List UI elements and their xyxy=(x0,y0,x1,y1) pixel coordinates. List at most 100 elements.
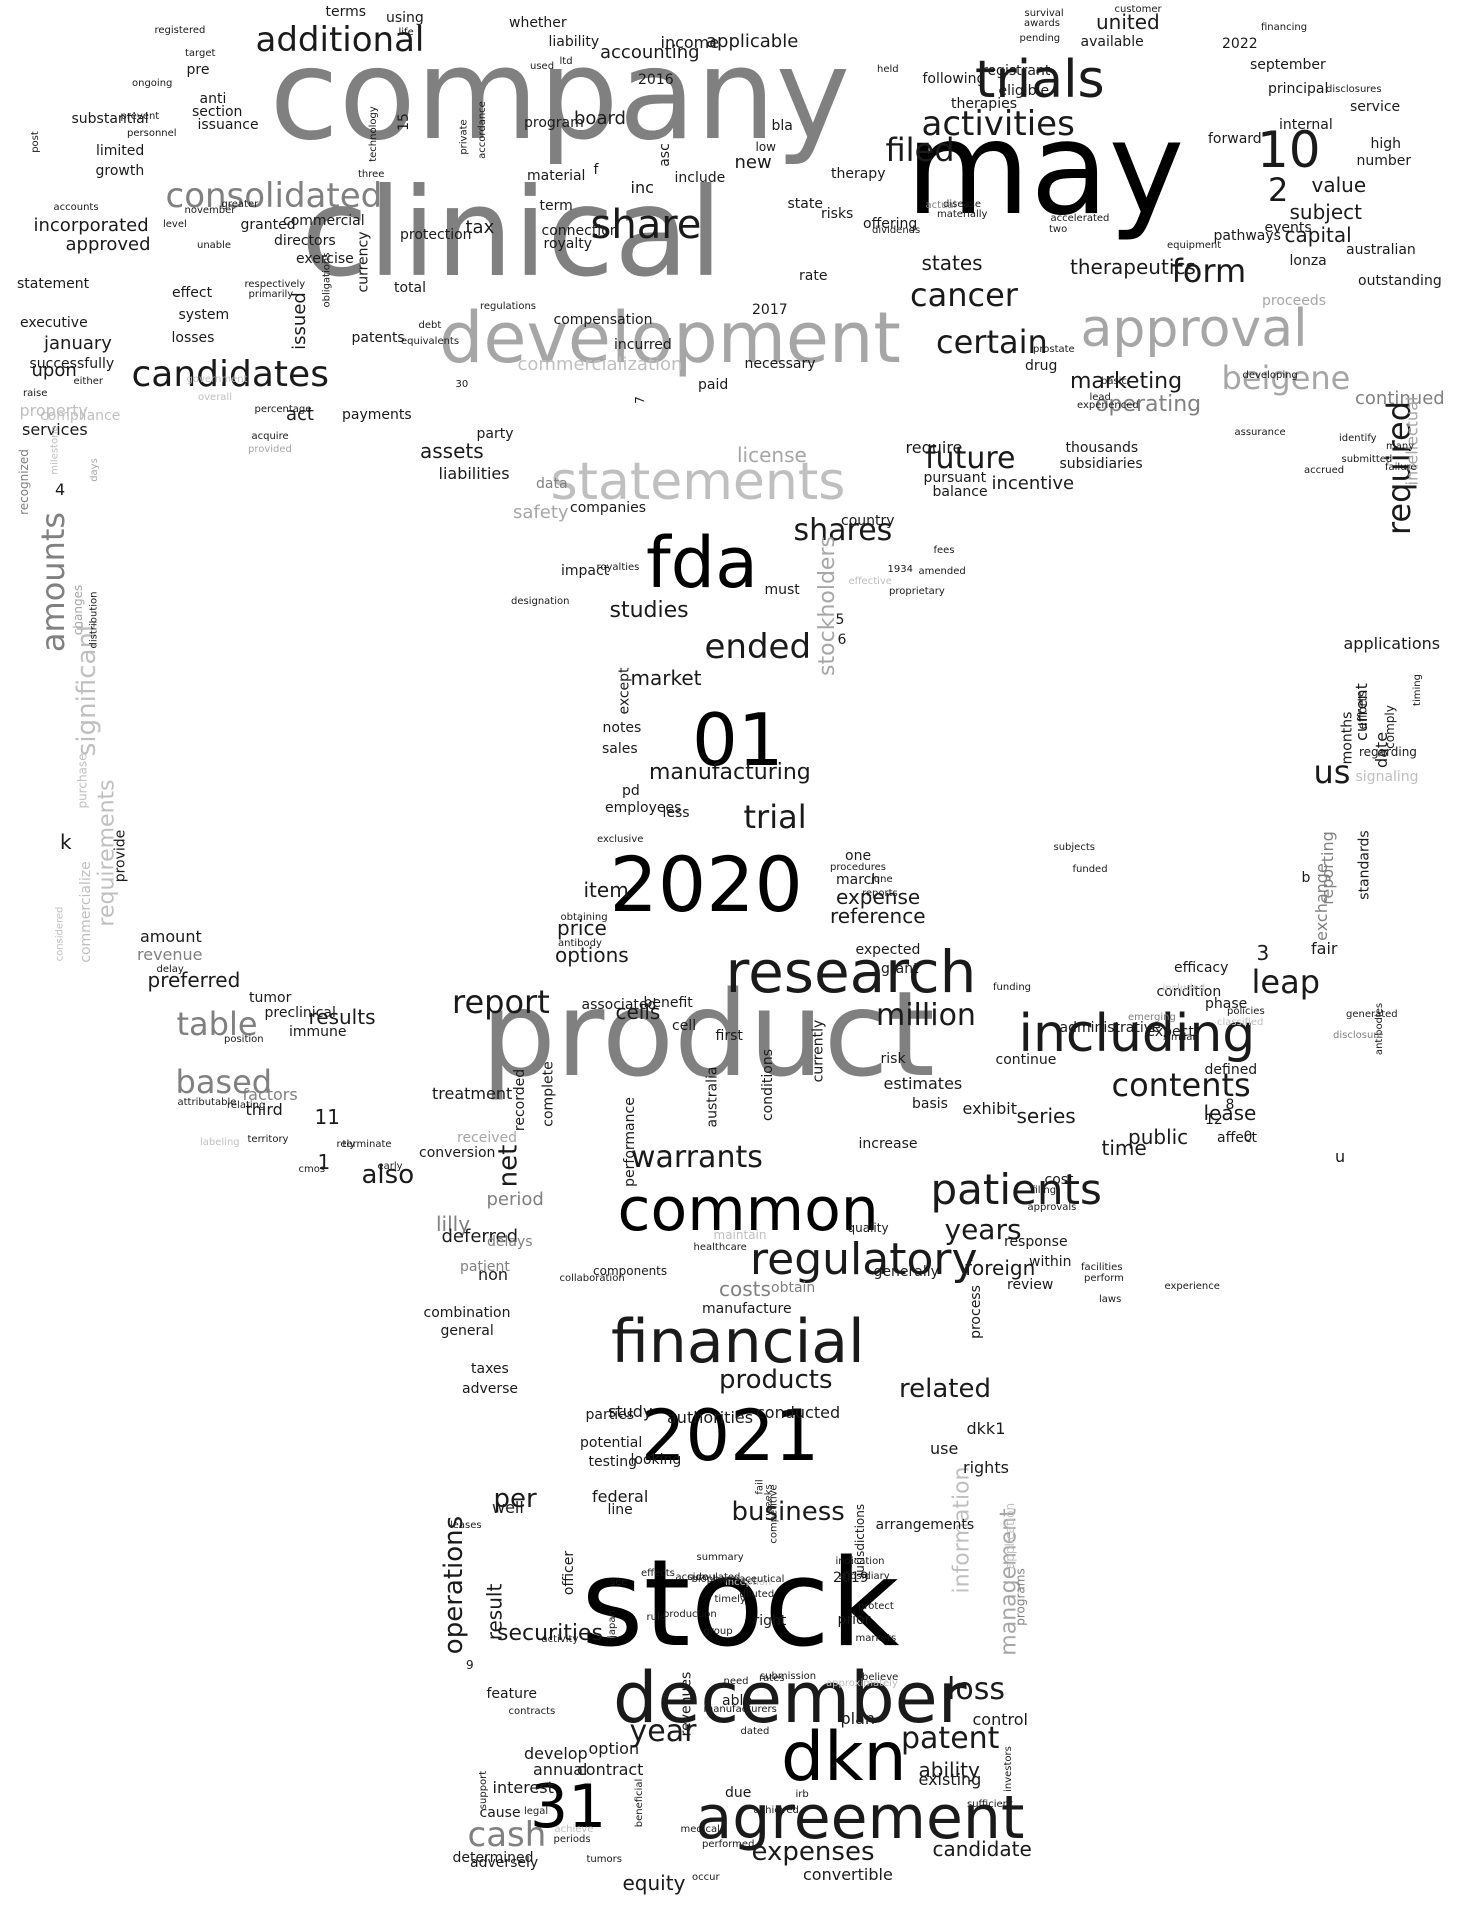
word-1: 1 xyxy=(317,1150,331,1174)
word-candidates: candidates xyxy=(131,354,329,395)
word-issued: issued xyxy=(288,292,310,350)
word-results: results xyxy=(308,1005,376,1029)
word-accounts: accounts xyxy=(53,202,99,213)
word-act: act xyxy=(286,404,314,425)
word-materially: materially xyxy=(937,209,988,220)
word-securities: securities xyxy=(497,1621,603,1646)
word-incorporated: incorporated xyxy=(33,215,149,236)
word-currency: currency xyxy=(355,231,371,293)
word-performance: performance xyxy=(621,1097,638,1187)
word-eligible: eligible xyxy=(998,83,1050,99)
word-expense: expense xyxy=(836,885,921,909)
word-statement: statement xyxy=(17,276,90,292)
word-survival: survival xyxy=(1024,8,1064,19)
word-us: us xyxy=(1313,753,1351,791)
word-fda: fda xyxy=(646,522,758,604)
word-board: board xyxy=(574,108,626,129)
word-compensation: compensation xyxy=(553,312,653,328)
word-amounts: amounts xyxy=(34,511,73,653)
word-bla: bla xyxy=(771,118,793,134)
word-use: use xyxy=(930,1439,959,1458)
word-revenues: revenues xyxy=(677,1671,694,1737)
word-conditions: conditions xyxy=(760,1048,777,1122)
word-need: need xyxy=(723,1676,749,1687)
word-paid: paid xyxy=(698,377,729,393)
word-approval: approval xyxy=(1080,299,1308,359)
word-country: country xyxy=(841,513,895,529)
word-group: group xyxy=(703,1626,733,1637)
word-equivalents: equivalents xyxy=(401,336,460,347)
word-consolidated: consolidated xyxy=(165,176,383,216)
word-december: december xyxy=(613,1657,967,1739)
word-overall: overall xyxy=(198,392,232,403)
word-exclusive: exclusive xyxy=(597,834,644,845)
word-november: november xyxy=(184,205,236,216)
word-expect: expect xyxy=(1146,1024,1194,1040)
word-recorded: recorded xyxy=(512,1068,529,1132)
word-9: 9 xyxy=(466,1658,474,1672)
word-sufficient: sufficient xyxy=(967,1799,1013,1810)
word-delay: delay xyxy=(156,964,184,975)
word-treatment: treatment xyxy=(432,1084,513,1103)
word-protect: protect xyxy=(858,1601,894,1612)
word-preferred: preferred xyxy=(147,968,241,992)
word-considered: considered xyxy=(53,906,65,962)
word-business: business xyxy=(731,1497,845,1527)
word-series: series xyxy=(1016,1104,1076,1128)
word-31: 31 xyxy=(530,1772,607,1842)
word-exhibit: exhibit xyxy=(962,1099,1018,1118)
word-generally: generally xyxy=(873,1264,939,1280)
word-registered: registered xyxy=(154,25,206,36)
word-fair: fair xyxy=(1311,939,1338,958)
word-dated: dated xyxy=(740,1726,770,1737)
word-operations: operations xyxy=(439,1515,470,1655)
word-non: non xyxy=(478,1265,509,1284)
word-8: 8 xyxy=(1225,1097,1235,1113)
word-generated: generated xyxy=(1346,1009,1398,1020)
word-purchase: purchase xyxy=(75,753,90,809)
word-including: including xyxy=(1018,1004,1256,1064)
word-manufacture: manufacture xyxy=(702,1301,792,1317)
word-policies: policies xyxy=(1227,1006,1265,1017)
word-sales: sales xyxy=(602,741,638,757)
word-combination: combination xyxy=(423,1305,511,1321)
word-service: service xyxy=(1350,99,1401,115)
word-12: 12 xyxy=(1205,1112,1223,1128)
word-competitive: competitive xyxy=(768,1484,780,1544)
word-registrant: registrant xyxy=(982,63,1051,79)
word-tax: tax xyxy=(465,217,495,238)
word-inception: inception xyxy=(725,1577,772,1588)
word-therapeutics: therapeutics xyxy=(1070,255,1196,279)
word-loss: loss xyxy=(947,1672,1005,1707)
word-ability: ability xyxy=(918,1758,980,1782)
word-recognized: recognized xyxy=(16,449,31,515)
word-diluted: diluted xyxy=(739,1589,775,1600)
word-accumulated: accumulated xyxy=(675,1572,741,1583)
word-filing: filing xyxy=(1031,1185,1057,1196)
word-2022: 2022 xyxy=(1222,36,1258,52)
word-reporting: reporting xyxy=(1317,831,1337,905)
word-leases: leases xyxy=(450,1520,482,1531)
word-healthcare: healthcare xyxy=(693,1242,747,1253)
word-labeling: labeling xyxy=(200,1137,240,1148)
word-prior: prior xyxy=(837,1612,871,1628)
word-protection: protection xyxy=(400,227,472,243)
word-believe: believe xyxy=(862,1672,899,1683)
word-0: 0 xyxy=(1243,1129,1253,1145)
word-determined: determined xyxy=(452,1850,534,1866)
word-development: development xyxy=(439,297,901,379)
word-low: low xyxy=(755,140,777,154)
word-2017: 2017 xyxy=(752,302,788,318)
word-patents: patents xyxy=(351,330,405,346)
word-authorities: authorities xyxy=(667,1408,754,1427)
word-fees: fees xyxy=(933,545,955,556)
word-cells: cells xyxy=(615,1000,661,1024)
word-incentive: incentive xyxy=(991,473,1075,494)
word-revenue: revenue xyxy=(137,945,203,964)
word-deferred: deferred xyxy=(441,1226,519,1247)
word-safety: safety xyxy=(513,502,569,523)
word-efficacy: efficacy xyxy=(1174,960,1229,976)
word-30: 30 xyxy=(455,379,469,390)
word-perform: perform xyxy=(1084,1273,1124,1284)
